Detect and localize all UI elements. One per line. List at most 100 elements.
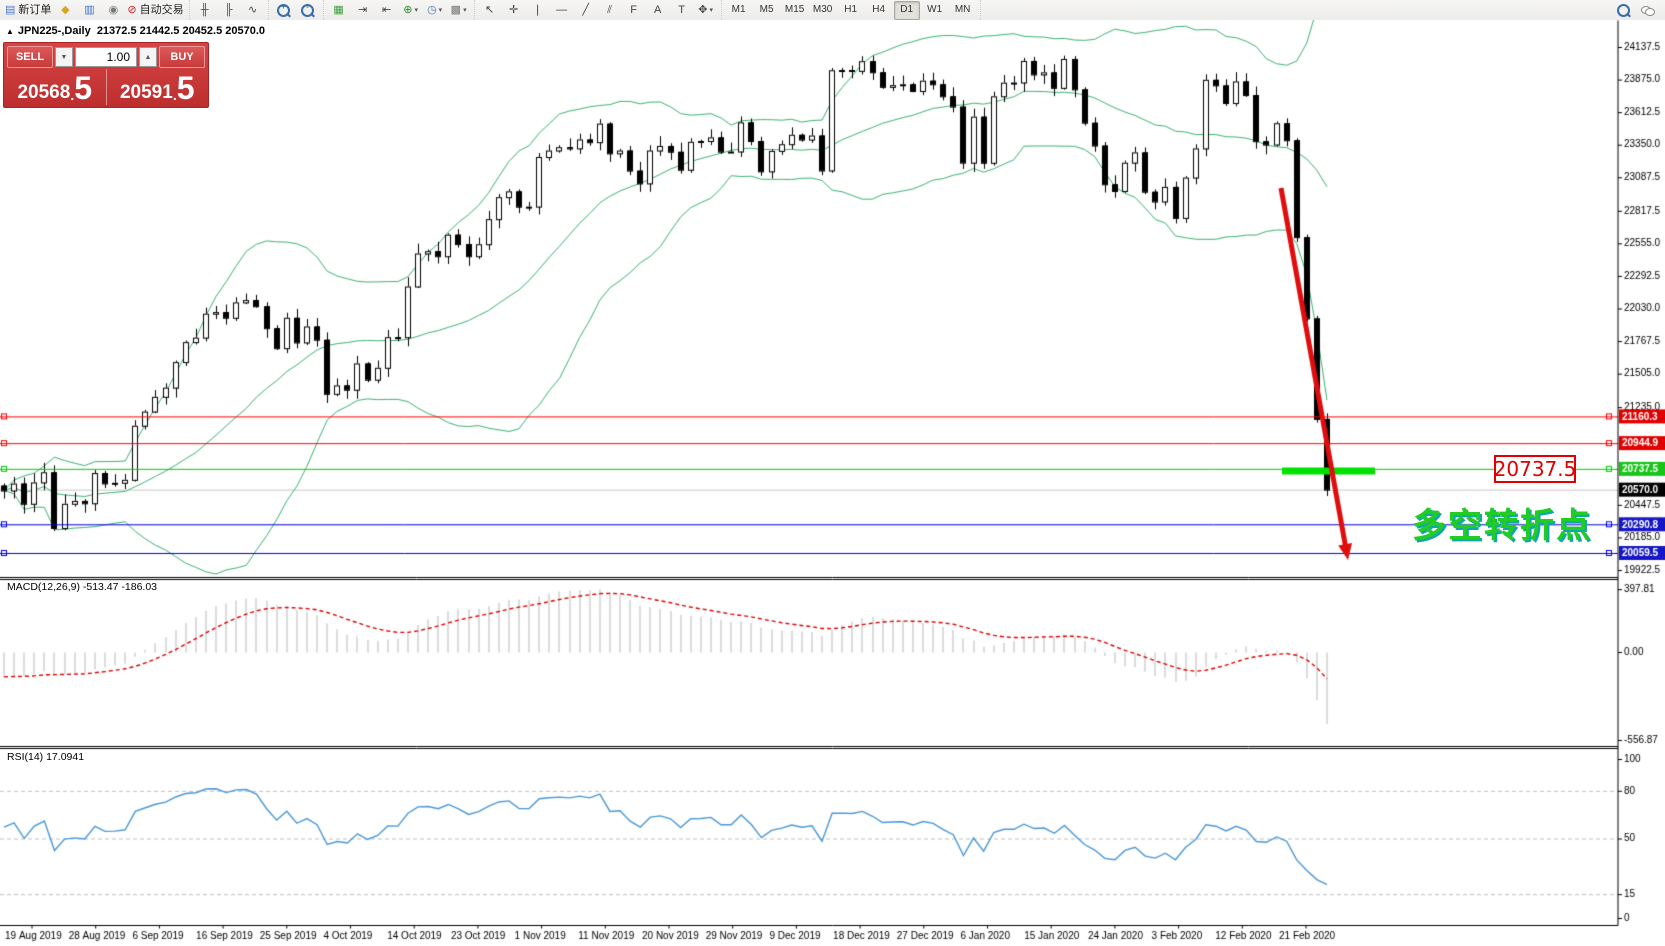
timeframe-m1-button[interactable]: M1 [731, 4, 746, 15]
timeframe-w1-button[interactable]: W1 [927, 4, 943, 15]
equidistant-channel-icon: ⫽ [607, 3, 613, 16]
dropdown-arrow-icon[interactable]: ▾ [709, 6, 713, 14]
buy-price-pip: 5 [176, 70, 195, 107]
chat-button[interactable] [1636, 1, 1658, 20]
new-order-button[interactable]: ▤ 新订单 [4, 1, 52, 20]
sell-price-main: 20568 [17, 82, 71, 103]
new-order-label: 新订单 [18, 3, 52, 16]
sell-price[interactable]: 20568. 5 [4, 69, 107, 105]
buy-button[interactable]: BUY [159, 46, 205, 68]
buy-price-dot: . [172, 87, 177, 103]
new-order-icon: ▤ [5, 3, 16, 16]
auto-trading-icon: ⊘ [127, 3, 137, 16]
zoom-in-icon: + [277, 2, 291, 17]
bar-chart-icon: ╫ [200, 3, 209, 16]
vertical-line-icon: ❘ [533, 3, 543, 16]
auto-scroll-icon: ⇥ [358, 3, 368, 16]
horizontal-line-icon: — [556, 3, 568, 16]
auto-scroll-button[interactable]: ⇥ [352, 1, 374, 20]
bar-chart-button[interactable]: ╫ [194, 1, 216, 20]
market-watch-icon: ◆ [61, 3, 70, 16]
toolbar-group-timeframes: M1 M5 M15 M30 H1 H4 D1 W1 MN [722, 0, 981, 20]
data-window-button[interactable]: ▥ [78, 1, 100, 20]
candlestick-chart-icon: ╟ [224, 3, 233, 16]
timeframe-mn-button[interactable]: MN [954, 4, 971, 15]
zoom-in-button[interactable]: + [273, 1, 295, 20]
zoom-out-button[interactable]: - [297, 1, 319, 20]
toolbar-group-window: ▦ ⇥ ⇤ ⊕ ▾ ◷ ▾ ▩ ▾ [324, 0, 475, 20]
timeframe-m30-button[interactable]: M30 [812, 4, 833, 15]
search-icon [1616, 3, 1630, 17]
timeframe-m15-button[interactable]: M15 [784, 4, 805, 15]
toolbar-group-charttype: ╫ ╟ ∿ [190, 0, 269, 20]
rsi-label: RSI(14) 17.0941 [7, 751, 85, 763]
arrows-button[interactable]: ✥ ▾ [695, 1, 717, 20]
equidistant-channel-button[interactable]: ⫽ [599, 1, 621, 20]
auto-trading-button[interactable]: ⊘ 自动交易 [126, 1, 184, 20]
periods-icon: ◷ [427, 3, 437, 16]
toolbar-group-right [1611, 1, 1665, 20]
crosshair-button[interactable]: ✛ [503, 1, 525, 20]
templates-button[interactable]: ▩ ▾ [448, 1, 470, 20]
zoom-out-icon: - [301, 2, 315, 17]
dropdown-arrow-icon[interactable]: ▾ [438, 6, 443, 14]
cursor-button[interactable]: ↖ [479, 1, 501, 20]
text-label-button[interactable]: T [671, 1, 693, 20]
market-watch-button[interactable]: ◆ [54, 1, 76, 20]
tile-windows-icon: ▦ [333, 3, 344, 16]
chart-title: ▲ JPN225-,Daily 21372.5 21442.5 20452.5 2… [6, 25, 265, 37]
vertical-line-button[interactable]: ❘ [527, 1, 549, 20]
fibonacci-button[interactable]: F [623, 1, 645, 20]
price-callout[interactable]: 20737.5 [1493, 455, 1577, 483]
text-label-icon: T [678, 3, 685, 16]
timeframe-h1-button[interactable]: H1 [844, 4, 858, 15]
chart-ohlc: 21372.5 21442.5 20452.5 20570.0 [96, 25, 266, 37]
text-button[interactable]: A [647, 1, 669, 20]
timeframe-m5-button[interactable]: M5 [759, 4, 774, 15]
volume-down-button[interactable]: ▼ [55, 47, 73, 67]
toolbar-group-main: ▤ 新订单 ◆ ▥ ◉ ⊘ 自动交易 [0, 0, 190, 20]
buy-price-main: 20591 [119, 82, 173, 103]
dropdown-arrow-icon[interactable]: ▾ [414, 6, 418, 14]
text-icon: A [653, 3, 662, 16]
arrows-icon: ✥ [698, 3, 708, 16]
chart-window: ▲ JPN225-,Daily 21372.5 21442.5 20452.5 2… [0, 20, 1665, 946]
timeframe-d1-button[interactable]: D1 [893, 0, 920, 20]
periods-button[interactable]: ◷ ▾ [424, 1, 446, 20]
sell-button[interactable]: SELL [7, 46, 53, 68]
news-icon: ◉ [108, 3, 119, 16]
trendline-button[interactable]: ╱ [575, 1, 597, 20]
templates-icon: ▩ [450, 3, 462, 16]
macd-label: MACD(12,26,9) -513.47 -186.03 [7, 581, 157, 593]
horizontal-line-button[interactable]: — [551, 1, 573, 20]
sell-price-dot: . [70, 87, 75, 103]
search-button[interactable] [1612, 1, 1634, 20]
tile-windows-button[interactable]: ▦ [328, 1, 350, 20]
one-click-trade-panel: SELL ▼ 1.00 ▲ BUY 20568. 5 20591. 5 [3, 42, 209, 108]
dropdown-arrow-icon[interactable]: ▾ [463, 6, 467, 14]
cursor-icon: ↖ [485, 3, 495, 16]
line-chart-button[interactable]: ∿ [242, 1, 264, 20]
fibonacci-icon: F [630, 3, 637, 16]
sell-price-pip: 5 [74, 70, 93, 107]
chart-shift-icon: ⇤ [382, 3, 392, 16]
indicators-button[interactable]: ⊕ ▾ [400, 1, 422, 20]
buy-price[interactable]: 20591. 5 [107, 69, 209, 105]
news-button[interactable]: ◉ [102, 1, 124, 20]
chat-icon [1641, 5, 1655, 16]
turning-point-annotation[interactable]: 多空转折点 [1412, 506, 1592, 546]
chart-symbol: JPN225-,Daily [17, 25, 91, 37]
toolbar: ▤ 新订单 ◆ ▥ ◉ ⊘ 自动交易 ╫ ╟ ∿ + - ▦ ⇥ ⇤ ⊕ ▾ ◷ ▾ ▩ ▾ ↖ ✛ ❘ — ╱ ⫽ F A T ✥… [0, 0, 1665, 21]
indicators-icon: ⊕ [403, 3, 413, 16]
price-chart-canvas[interactable] [0, 20, 1665, 946]
timeframe-h4-button[interactable]: H4 [872, 4, 886, 15]
volume-input[interactable]: 1.00 [75, 47, 137, 67]
chart-shift-button[interactable]: ⇤ [376, 1, 398, 20]
toolbar-group-zoom: + - [269, 0, 324, 20]
trendline-icon: ╱ [582, 3, 589, 16]
candlestick-chart-button[interactable]: ╟ [218, 1, 240, 20]
data-window-icon: ▥ [84, 3, 95, 16]
collapse-panel-icon[interactable]: ▲ [6, 27, 14, 36]
volume-up-button[interactable]: ▲ [139, 47, 157, 67]
